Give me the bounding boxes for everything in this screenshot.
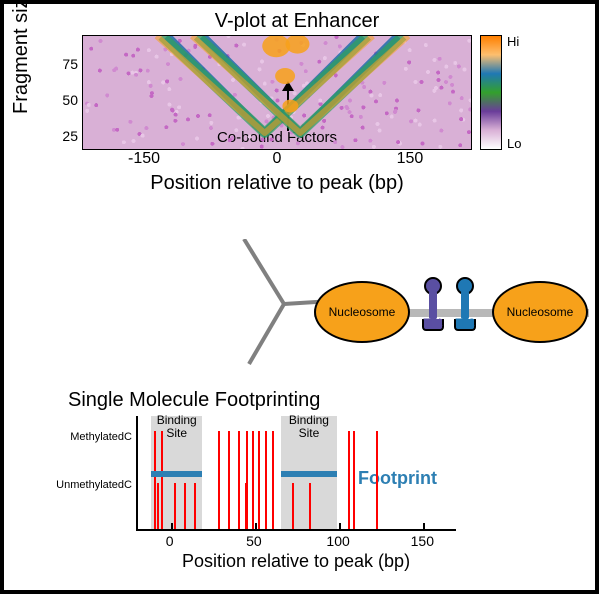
tf-label: TF1 xyxy=(418,317,448,329)
vplot-ylabel: Fragment size (bp) xyxy=(10,0,33,114)
spike xyxy=(194,483,196,529)
footprint-title: Single Molecule Footprinting xyxy=(68,389,434,412)
footprint-ytick: UnmethylatedC xyxy=(56,479,132,491)
footprint-panel: Single Molecule Footprinting Footprint M… xyxy=(64,389,434,572)
spike xyxy=(272,431,274,529)
nucleosome: Nucleosome xyxy=(492,281,588,343)
spike xyxy=(258,431,260,529)
footprint-xaxis: 0 50 100 150 xyxy=(136,531,456,551)
spike xyxy=(292,483,294,529)
spike xyxy=(265,431,267,529)
vplot-title: V-plot at Enhancer xyxy=(52,10,542,33)
colorbar-lo-label: Lo xyxy=(507,136,521,151)
vplot-heatmap: Co-bound Factors xyxy=(82,35,472,150)
footprint-bar xyxy=(151,471,202,477)
tf-label: TF2 xyxy=(450,317,480,329)
vplot-yaxis: 25 50 75 xyxy=(52,35,82,150)
footprint-xtick: 50 xyxy=(246,533,262,549)
vplot-xlabel: Position relative to peak (bp) xyxy=(82,172,472,195)
vplot-ytick: 25 xyxy=(62,128,78,144)
footprint-ytick: MethylatedC xyxy=(70,431,132,443)
spike xyxy=(218,431,220,529)
vplot-xtick: -150 xyxy=(128,150,160,168)
binding-site-label: BindingSite xyxy=(281,414,337,439)
spike xyxy=(348,431,350,529)
colorbar-hi-label: Hi xyxy=(507,34,519,49)
spike xyxy=(238,431,240,529)
binding-site-label: BindingSite xyxy=(151,414,202,439)
spike xyxy=(245,483,247,529)
vplot-ytick: 75 xyxy=(62,56,78,72)
footprint-xlabel: Position relative to peak (bp) xyxy=(136,551,456,572)
vplot-body: 25 50 75 Co-bound Factors Hi Lo xyxy=(52,35,542,150)
spike xyxy=(184,483,186,529)
vplot-ytick: 50 xyxy=(62,92,78,108)
vplot-panel: V-plot at Enhancer 25 50 75 Co-bound Facto… xyxy=(52,10,542,195)
spike xyxy=(376,431,378,529)
footprint-bar xyxy=(281,471,337,477)
spike xyxy=(161,431,163,529)
footprint-label: Footprint xyxy=(358,468,437,489)
vplot-xtick: 150 xyxy=(397,150,424,168)
spike xyxy=(228,431,230,529)
spike xyxy=(353,431,355,529)
footprint-xtick: 0 xyxy=(166,533,174,549)
footprint-plot: Footprint MethylatedCUnmethylatedCBindin… xyxy=(136,416,456,531)
spike xyxy=(157,483,159,529)
spike xyxy=(252,431,254,529)
figure-frame: Fragment size (bp) V-plot at Enhancer 25… xyxy=(0,0,599,594)
vplot-xtick: 0 xyxy=(273,150,282,168)
spike xyxy=(174,483,176,529)
footprint-xtick: 100 xyxy=(326,533,349,549)
footprint-xtick: 150 xyxy=(411,533,434,549)
nucleosome: Nucleosome xyxy=(314,281,410,343)
vplot-colorbar: Hi Lo xyxy=(480,35,502,150)
vplot-xaxis: -150 0 150 xyxy=(82,150,472,172)
spike xyxy=(154,431,156,529)
schematic-panel: Nucleosome Nucleosome TF1TF2 xyxy=(314,269,589,349)
spike xyxy=(309,483,311,529)
